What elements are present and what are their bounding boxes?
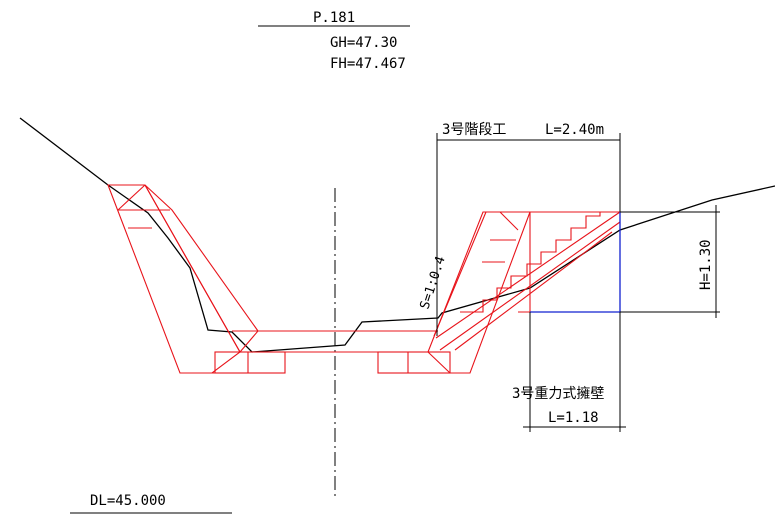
stair-steps <box>435 211 621 351</box>
right-channel-wall <box>427 211 531 374</box>
wall-length: L=1.18 <box>548 410 599 426</box>
formation-height-label: FH=47.467 <box>330 56 406 72</box>
slope-label: S=1:0.4 <box>418 254 449 311</box>
station-label: P.181 <box>313 10 355 26</box>
stair-dimension: 3号階段工 L=2.40m <box>436 122 621 336</box>
wall-title: 3号重力式擁壁 <box>512 386 604 402</box>
retaining-wall-outline <box>530 212 621 313</box>
existing-ground-line <box>19 117 775 353</box>
ground-height-label: GH=47.30 <box>330 35 397 51</box>
stair-length: L=2.40m <box>545 122 604 138</box>
stair-title: 3号階段工 <box>442 122 506 138</box>
datum-label: DL=45.000 <box>90 493 166 509</box>
channel-bed <box>214 330 451 374</box>
height-label: H=1.30 <box>698 239 714 290</box>
left-channel-wall <box>107 184 259 374</box>
height-dimension: H=1.30 <box>620 205 720 318</box>
wall-dimension: 3号重力式擁壁 L=1.18 <box>512 312 626 432</box>
